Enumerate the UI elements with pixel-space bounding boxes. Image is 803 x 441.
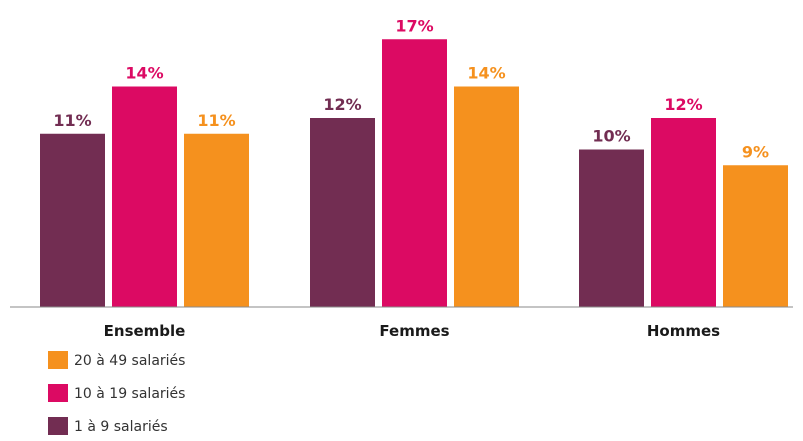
category-label-femmes: Femmes bbox=[379, 322, 449, 340]
legend-swatch-series-3 bbox=[48, 351, 68, 369]
value-label-femmes-series-1: 12% bbox=[323, 95, 361, 114]
category-label-hommes: Hommes bbox=[647, 322, 720, 340]
bars bbox=[40, 39, 788, 307]
value-labels: 11% 14% 11% 12% 17% 14% 10% 12% 9% bbox=[53, 16, 769, 161]
legend-swatch-series-2 bbox=[48, 384, 68, 402]
value-label-ensemble-series-3: 11% bbox=[197, 111, 235, 130]
bar-hommes-series-2 bbox=[651, 118, 716, 307]
legend-swatch-series-1 bbox=[48, 417, 68, 435]
value-label-hommes-series-2: 12% bbox=[664, 95, 702, 114]
bar-femmes-series-1 bbox=[310, 118, 375, 307]
value-label-ensemble-series-2: 14% bbox=[125, 64, 163, 83]
legend-label-series-2: 10 à 19 salariés bbox=[74, 386, 185, 402]
value-label-hommes-series-1: 10% bbox=[592, 127, 630, 146]
bar-ensemble-series-1 bbox=[40, 133, 105, 307]
value-label-femmes-series-2: 17% bbox=[395, 16, 433, 35]
bar-hommes-series-1 bbox=[579, 149, 644, 307]
bar-ensemble-series-2 bbox=[112, 86, 177, 307]
bar-ensemble-series-3 bbox=[184, 133, 249, 307]
category-labels: Ensemble Femmes Hommes bbox=[104, 322, 721, 340]
bar-hommes-series-3 bbox=[723, 165, 788, 307]
bar-femmes-series-3 bbox=[454, 86, 519, 307]
legend: 20 à 49 salariés 10 à 19 salariés 1 à 9 sa… bbox=[48, 351, 185, 435]
category-label-ensemble: Ensemble bbox=[104, 322, 186, 340]
bar-femmes-series-2 bbox=[382, 39, 447, 307]
legend-label-series-1: 1 à 9 salariés bbox=[74, 419, 168, 435]
value-label-ensemble-series-1: 11% bbox=[53, 111, 91, 130]
legend-label-series-3: 20 à 49 salariés bbox=[74, 353, 185, 369]
value-label-hommes-series-3: 9% bbox=[742, 142, 769, 161]
value-label-femmes-series-3: 14% bbox=[467, 64, 505, 83]
